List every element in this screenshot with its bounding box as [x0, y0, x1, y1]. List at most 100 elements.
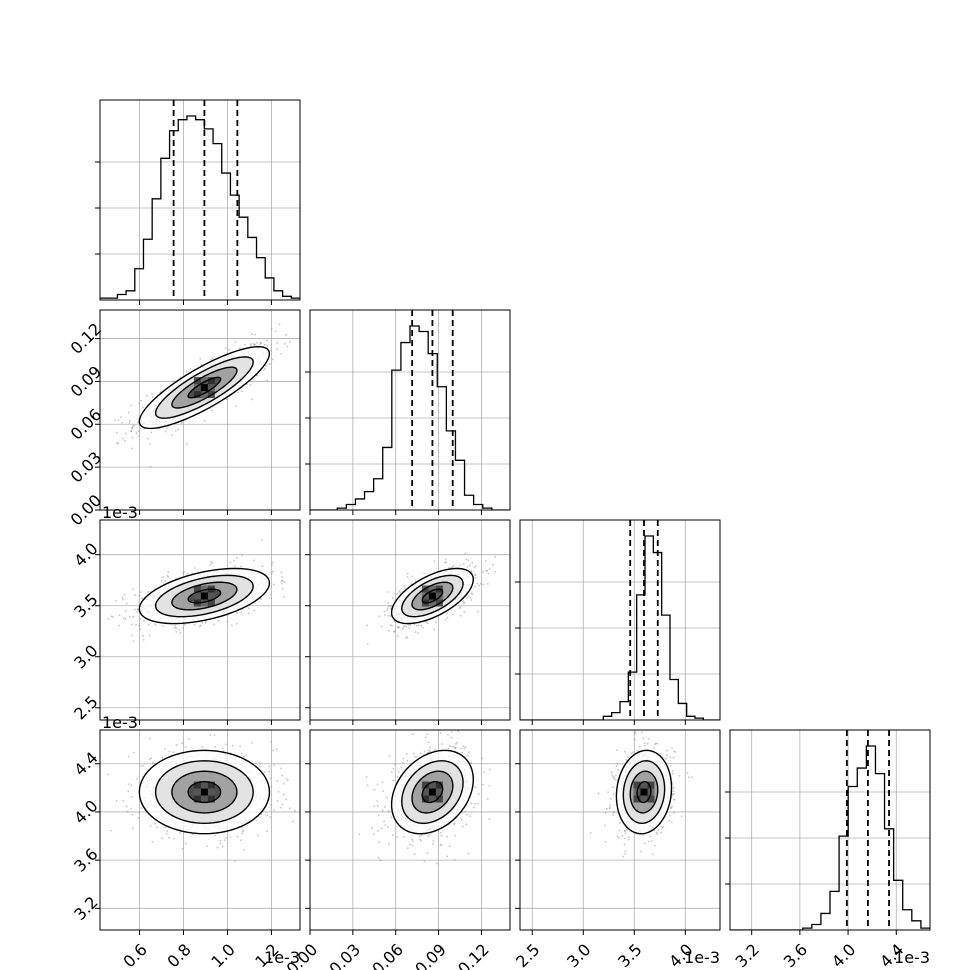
sample-point — [131, 425, 134, 428]
sample-point — [407, 623, 410, 626]
sample-point — [465, 823, 468, 826]
sample-point — [637, 749, 640, 752]
sample-point — [457, 730, 460, 733]
sample-point — [656, 832, 659, 835]
sample-point — [387, 842, 390, 845]
sample-point — [671, 805, 673, 808]
sample-point — [669, 765, 672, 767]
sample-point — [260, 341, 262, 344]
panel-content — [310, 730, 510, 930]
sample-point — [607, 791, 609, 794]
sample-point — [673, 798, 676, 801]
sample-point — [388, 605, 390, 607]
sample-point — [461, 751, 464, 754]
sample-point — [392, 779, 395, 782]
sample-point — [462, 563, 465, 566]
sample-point — [392, 767, 395, 770]
sample-point — [403, 624, 406, 627]
sample-point — [162, 576, 165, 579]
sample-point — [260, 813, 263, 816]
density-cell — [421, 795, 429, 803]
sample-point — [274, 330, 277, 333]
density-cell — [435, 788, 443, 796]
sample-point — [174, 624, 177, 627]
sample-point — [198, 625, 201, 628]
sample-point — [381, 781, 384, 784]
sample-point — [669, 806, 672, 809]
sample-point — [280, 767, 282, 770]
sample-point — [464, 746, 467, 749]
density-cell — [421, 788, 429, 796]
sample-point — [366, 624, 368, 627]
sample-point — [618, 829, 621, 832]
panel-content — [520, 520, 720, 720]
sample-point — [281, 774, 283, 777]
sample-point — [661, 827, 664, 829]
sample-point — [621, 834, 624, 837]
contour-line — [401, 760, 464, 824]
sample-point — [649, 835, 652, 838]
contour-line — [411, 581, 454, 611]
sample-point — [107, 618, 110, 620]
sample-point — [270, 785, 273, 788]
sample-point — [651, 853, 654, 856]
sample-point — [164, 826, 167, 829]
sample-point — [241, 390, 243, 393]
sample-point — [149, 737, 151, 740]
panel-content — [63, 310, 300, 510]
x-tick-label: 3.2 — [732, 940, 763, 970]
sample-point — [624, 853, 626, 855]
sample-point — [229, 835, 232, 838]
sample-point — [188, 738, 190, 740]
sample-point — [653, 844, 656, 847]
sample-point — [666, 754, 668, 757]
sample-point — [470, 569, 473, 572]
sample-point — [476, 802, 479, 805]
density-cell — [435, 592, 443, 600]
sample-point — [253, 609, 256, 612]
sample-point — [474, 585, 477, 588]
contour-line — [421, 588, 444, 604]
sample-point — [673, 811, 675, 814]
sample-point — [643, 744, 646, 747]
density-cell — [200, 391, 208, 399]
sample-point — [391, 834, 394, 837]
sample-point — [378, 615, 381, 618]
x-tick-label: 0.06 — [368, 940, 407, 970]
sample-point — [609, 804, 612, 807]
contour-line — [411, 770, 454, 814]
density-cell — [193, 585, 201, 593]
sample-point — [642, 737, 645, 740]
sample-point — [474, 786, 477, 789]
sample-point — [127, 755, 130, 758]
y-tick-label: 4.0 — [70, 796, 101, 827]
sample-point — [173, 380, 175, 383]
density-cell — [200, 384, 208, 392]
sample-point — [671, 792, 674, 795]
sample-point — [182, 627, 185, 629]
sample-point — [211, 562, 214, 565]
density-cell — [633, 781, 641, 789]
sample-point — [270, 804, 273, 806]
contour-line — [622, 760, 666, 825]
sample-point — [447, 733, 449, 736]
sample-point — [130, 634, 133, 637]
sample-point — [452, 613, 454, 616]
sample-point — [63, 454, 65, 456]
sample-point — [230, 624, 233, 627]
sample-point — [269, 593, 272, 596]
sample-point — [402, 835, 405, 838]
sample-point — [454, 743, 457, 745]
sample-point — [453, 859, 456, 861]
density-cell — [428, 592, 436, 600]
sample-point — [213, 734, 216, 736]
sample-point — [271, 564, 273, 566]
sample-point — [271, 570, 274, 573]
sample-point — [154, 623, 157, 626]
sample-point — [132, 588, 135, 591]
sample-point — [402, 761, 404, 764]
sample-point — [412, 752, 415, 755]
sample-point — [233, 559, 235, 562]
sample-point — [467, 852, 470, 855]
density-cell — [428, 585, 436, 593]
